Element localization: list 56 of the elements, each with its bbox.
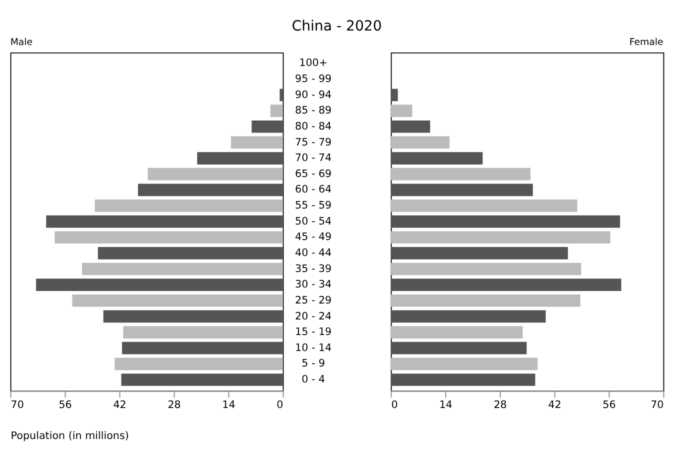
bar bbox=[197, 152, 283, 164]
y-tick-label: 65 - 69 bbox=[295, 168, 332, 180]
y-tick-label: 80 - 84 bbox=[295, 120, 332, 132]
x-tick-label: 70 bbox=[10, 399, 24, 412]
y-tick-label: 0 - 4 bbox=[302, 374, 326, 386]
text: Female bbox=[629, 36, 664, 48]
text: Male bbox=[10, 36, 33, 48]
y-tick-label: 10 - 14 bbox=[295, 342, 332, 354]
y-tick-label: 95 - 99 bbox=[295, 72, 332, 85]
bar bbox=[148, 168, 283, 180]
bar bbox=[54, 231, 283, 244]
x-tick-label: 42 bbox=[113, 399, 126, 412]
x-tick-label: 42 bbox=[548, 399, 562, 412]
x-tick-label: 14 bbox=[222, 399, 236, 412]
y-tick-label: 45 - 49 bbox=[295, 231, 332, 244]
y-tick-label: 60 - 64 bbox=[295, 184, 332, 196]
y-tick-label: 20 - 24 bbox=[295, 310, 332, 322]
x-tick-label: 28 bbox=[494, 399, 507, 412]
bar bbox=[98, 247, 283, 260]
bar bbox=[46, 215, 283, 228]
bar bbox=[94, 200, 283, 212]
x-tick-label: 56 bbox=[602, 399, 616, 412]
bar bbox=[114, 358, 283, 370]
y-tick-label: 90 - 94 bbox=[295, 88, 332, 101]
y-tick-label: 35 - 39 bbox=[295, 262, 332, 275]
bar bbox=[252, 120, 283, 133]
bar bbox=[103, 310, 283, 323]
x-tick-label: 0 bbox=[391, 399, 398, 412]
y-tick-label: 85 - 89 bbox=[295, 104, 332, 117]
bar bbox=[123, 326, 283, 338]
y-tick-label: 5 - 9 bbox=[302, 358, 326, 370]
bar bbox=[270, 104, 283, 117]
bar bbox=[82, 262, 283, 276]
x-axis-title: Population (in millions) bbox=[10, 430, 129, 442]
y-tick-label: 40 - 44 bbox=[295, 247, 332, 259]
x-tick-label: 0 bbox=[276, 399, 284, 412]
y-tick-label: 75 - 79 bbox=[295, 136, 332, 148]
x-tick-label: 56 bbox=[58, 399, 72, 412]
text: China - 2020 bbox=[292, 18, 382, 34]
bar bbox=[138, 184, 283, 196]
y-tick-label: 100+ bbox=[299, 57, 328, 70]
x-tick-label: 28 bbox=[168, 399, 181, 412]
y-tick-label: 25 - 29 bbox=[295, 294, 332, 306]
y-tick-label: 15 - 19 bbox=[295, 326, 332, 338]
bar bbox=[122, 342, 283, 354]
bar bbox=[280, 88, 283, 102]
bar bbox=[72, 294, 283, 307]
bar bbox=[231, 136, 283, 149]
bar bbox=[121, 374, 283, 386]
x-tick-label: 70 bbox=[650, 399, 664, 412]
y-tick-label: 30 - 34 bbox=[295, 278, 332, 291]
bar bbox=[36, 278, 283, 291]
y-tick-label: 70 - 74 bbox=[295, 152, 332, 164]
x-tick-label: 14 bbox=[439, 399, 452, 412]
y-tick-label: 50 - 54 bbox=[295, 215, 332, 228]
y-tick-label: 55 - 59 bbox=[295, 200, 332, 212]
